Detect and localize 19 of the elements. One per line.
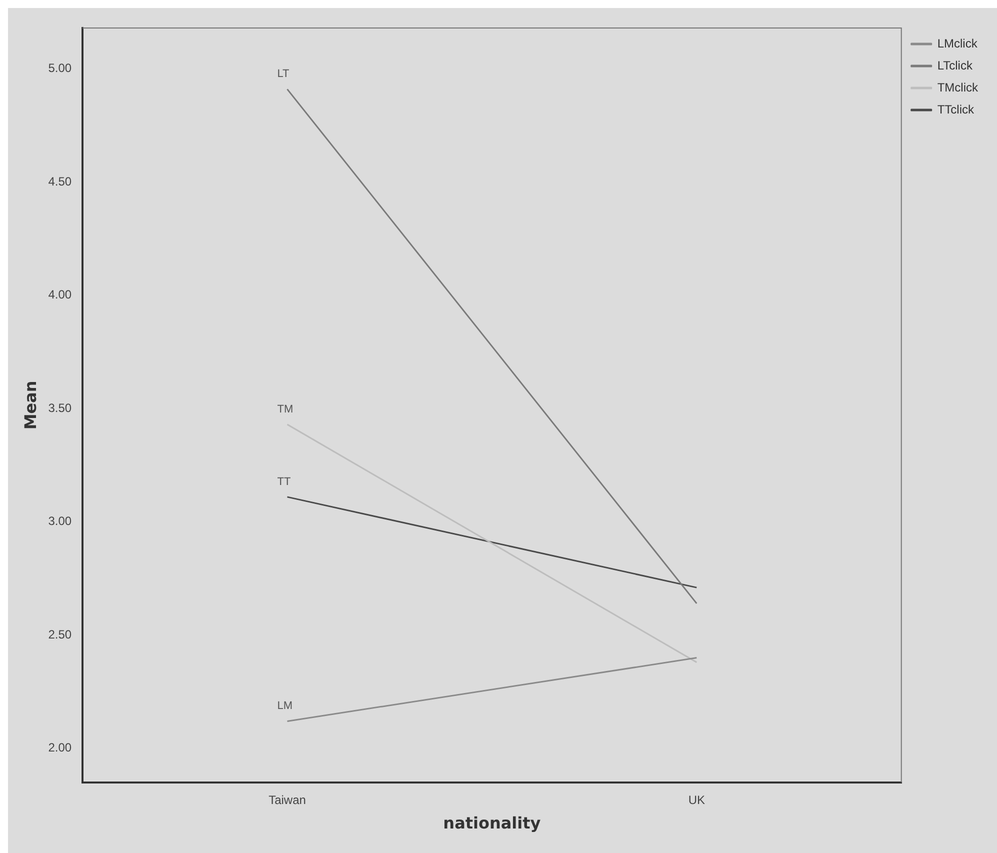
annotation: LM	[277, 700, 293, 712]
y-tick-label: 3.50	[48, 400, 72, 415]
y-axis-title: Mean	[20, 380, 40, 430]
legend-label: LTclick	[937, 58, 974, 72]
legend-label: TTclick	[937, 102, 976, 116]
annotation: TT	[277, 476, 291, 488]
y-tick-label: 3.00	[48, 514, 72, 528]
annotation: LT	[277, 68, 290, 80]
y-tick-label: 4.00	[48, 288, 72, 302]
annotation: TM	[277, 403, 294, 416]
y-tick-label: 2.50	[48, 627, 72, 642]
y-tick-label: 5.00	[48, 61, 72, 76]
x-axis-title: nationality	[443, 814, 542, 833]
y-tick-label: 2.00	[48, 740, 72, 755]
y-tick-label: 4.50	[48, 174, 72, 188]
x-tick-label: UK	[688, 792, 705, 807]
x-tick-label: Taiwan	[268, 792, 306, 807]
legend-label: TMclick	[937, 80, 979, 94]
legend-label: LMclick	[937, 36, 978, 50]
